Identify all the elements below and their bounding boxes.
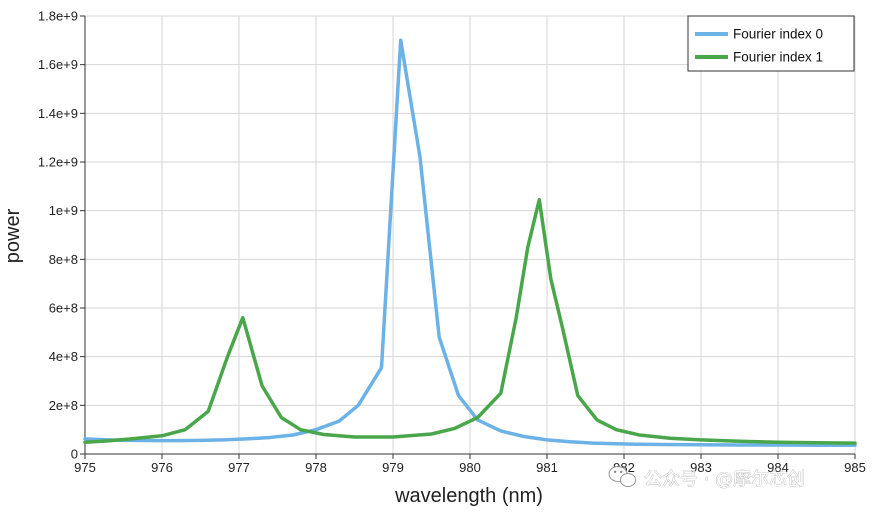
- watermark-text: 公众号 · @摩尔芯创: [644, 469, 805, 490]
- y-axis-title: power: [2, 208, 24, 263]
- axes: [80, 15, 856, 459]
- x-tick-label: 976: [151, 460, 173, 475]
- series-line-fourier-index-0: [83, 38, 857, 447]
- wechat-icon: [608, 466, 636, 487]
- y-tick-labels: 0 2e+8 4e+8 6e+8 8e+8 1e+9 1.2e+9 1.4e+9 1.6e+9 1…: [38, 9, 78, 462]
- y-tick-label: 1e+9: [49, 203, 78, 218]
- x-tick-label: 979: [382, 460, 404, 475]
- series-lines: [83, 38, 857, 447]
- x-tick-labels: 975 976 977 978 979 980 981 982 983 984 985: [74, 460, 866, 475]
- legend-label-fourier-index-0: Fourier index 0: [733, 27, 823, 42]
- y-tick-label: 6e+8: [49, 301, 78, 316]
- x-tick-label: 985: [844, 460, 866, 475]
- y-tick-label: 1.6e+9: [38, 57, 78, 72]
- legend: Fourier index 0 Fourier index 1: [687, 15, 855, 72]
- y-tick-label: 0: [71, 447, 78, 462]
- watermark: 公众号 · @摩尔芯创: [608, 466, 805, 490]
- series-line-fourier-index-1: [83, 197, 857, 445]
- legend-label-fourier-index-1: Fourier index 1: [733, 50, 823, 65]
- x-tick-label: 981: [536, 460, 558, 475]
- legend-box: [687, 15, 855, 72]
- x-tick-label: 978: [305, 460, 327, 475]
- y-tick-label: 1.4e+9: [38, 106, 78, 121]
- x-axis-title: wavelength (nm): [394, 485, 543, 507]
- y-tick-label: 8e+8: [49, 252, 78, 267]
- x-tick-label: 980: [459, 460, 481, 475]
- x-tick-label: 975: [74, 460, 96, 475]
- x-tick-label: 983: [690, 460, 712, 475]
- x-tick-label: 984: [767, 460, 789, 475]
- y-tick-label: 4e+8: [49, 349, 78, 364]
- y-tick-label: 1.2e+9: [38, 155, 78, 170]
- x-tick-label: 977: [228, 460, 250, 475]
- y-tick-label: 2e+8: [49, 398, 78, 413]
- y-tick-label: 1.8e+9: [38, 9, 78, 24]
